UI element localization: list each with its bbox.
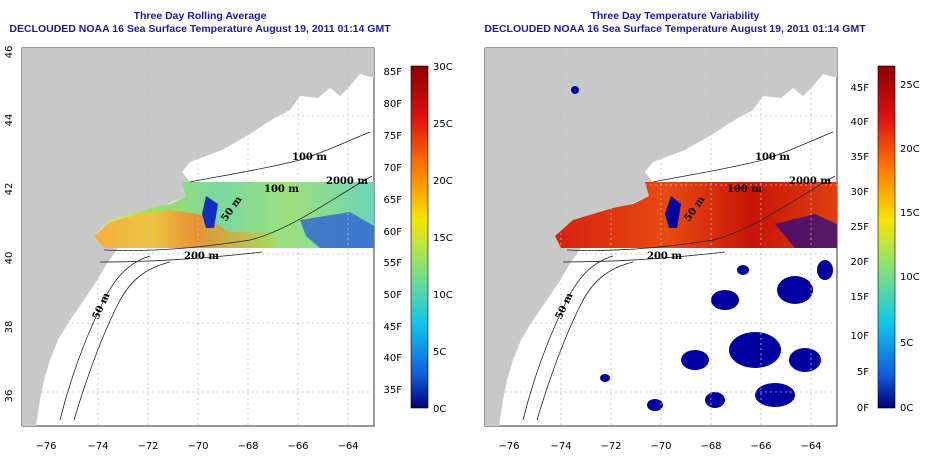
svg-text:36: 36 [4,390,15,403]
right-colorbar-f-ticks: 45F 40F 35F 30F 25F 20F 15F 10F 5F 0F [851,83,870,414]
right-lon-axis: −76 −74 −72 −70 −68 −66 −64 [498,441,821,452]
left-map-svg: 100 m 2000 m 100 m 50 m 200 m 50 m 46 44… [4,46,453,452]
left-lon-axis: −76 −74 −72 −70 −68 −66 −64 [35,441,358,452]
left-subtitle: DECLOUDED NOAA 16 Sea Surface Temperatur… [9,23,391,35]
left-title: Three Day Rolling Average [133,10,267,22]
svg-text:0F: 0F [857,403,869,414]
svg-text:−68: −68 [700,441,721,452]
svg-text:42: 42 [475,183,478,196]
svg-text:−72: −72 [137,441,158,452]
svg-text:70F: 70F [384,163,403,174]
svg-text:42: 42 [4,183,15,196]
left-land [22,48,374,426]
svg-text:50F: 50F [384,290,403,301]
right-contour-label: 100 m [727,184,762,195]
svg-text:44: 44 [475,114,478,127]
svg-text:46: 46 [4,46,15,59]
right-missing-patch [775,214,837,248]
svg-text:10F: 10F [851,331,870,342]
svg-text:60F: 60F [384,227,403,238]
left-panel: Three Day Rolling Average DECLOUDED NOAA… [4,10,453,452]
svg-text:25C: 25C [433,119,453,130]
svg-text:75F: 75F [384,131,403,142]
svg-text:40F: 40F [384,353,403,364]
left-colorbar-c-ticks: 30C 25C 20C 15C 10C 5C 0C [433,62,453,415]
right-colorbar [877,65,896,409]
right-variability-swath [555,182,837,248]
right-subtitle: DECLOUDED NOAA 16 Sea Surface Temperatur… [484,23,866,35]
svg-text:35F: 35F [851,152,870,163]
svg-text:−74: −74 [87,441,108,452]
svg-text:36: 36 [475,390,478,403]
svg-text:38: 38 [475,321,478,334]
svg-text:−64: −64 [800,441,821,452]
svg-text:38: 38 [4,321,15,334]
left-colorbar-f-ticks: 85F 80F 75F 70F 65F 60F 55F 50F 45F 40F … [384,67,403,396]
svg-text:15C: 15C [900,208,920,219]
svg-text:25F: 25F [851,222,870,233]
right-missing-patch [665,196,681,228]
svg-text:5C: 5C [900,338,913,349]
left-contour-label: 100 m [292,152,327,163]
svg-text:10C: 10C [900,272,920,283]
svg-text:−64: −64 [337,441,358,452]
svg-text:40F: 40F [851,117,870,128]
left-sst-cold2 [300,212,374,248]
svg-text:15F: 15F [851,292,870,303]
left-sst-warm [94,210,280,248]
svg-text:55F: 55F [384,258,403,269]
svg-text:−76: −76 [35,441,56,452]
svg-text:20C: 20C [900,144,920,155]
right-map-svg: 100 m 2000 m 100 m 50 m 200 m 50 m 46 44… [475,46,920,452]
svg-text:0C: 0C [900,403,913,414]
svg-text:−70: −70 [187,441,208,452]
svg-text:30C: 30C [433,62,453,73]
svg-text:−66: −66 [287,441,308,452]
right-land [485,48,837,426]
svg-text:85F: 85F [384,67,403,78]
left-colorbar [410,65,429,409]
right-contour-label: 2000 m [789,176,831,187]
right-contour-label: 200 m [647,251,682,262]
svg-text:0C: 0C [433,404,446,415]
svg-text:−68: −68 [237,441,258,452]
svg-text:30F: 30F [851,187,870,198]
svg-text:40: 40 [475,252,478,265]
svg-text:5F: 5F [857,367,869,378]
svg-text:−74: −74 [550,441,571,452]
right-missing-blobs [571,86,833,411]
svg-text:15C: 15C [433,233,453,244]
svg-text:5C: 5C [433,347,446,358]
svg-text:25C: 25C [900,80,920,91]
svg-text:40: 40 [4,252,15,265]
svg-text:20C: 20C [433,176,453,187]
svg-text:35F: 35F [384,385,403,396]
svg-text:46: 46 [475,46,478,59]
right-colorbar-c-ticks: 25C 20C 15C 10C 5C 0C [900,80,920,414]
left-lat-axis: 46 44 42 40 38 36 [4,46,15,403]
svg-text:45F: 45F [851,83,870,94]
svg-text:65F: 65F [384,195,403,206]
left-contour-label: 100 m [264,184,299,195]
right-title: Three Day Temperature Variability [590,10,760,22]
right-panel: Three Day Temperature Variability DECLOU… [475,0,950,475]
right-contour-label: 100 m [755,152,790,163]
svg-text:45F: 45F [384,322,403,333]
right-lat-axis: 46 44 42 40 38 36 [475,46,478,403]
svg-text:44: 44 [4,114,15,127]
left-contour-label: 2000 m [326,176,368,187]
left-sst-cold [202,196,218,228]
left-contour-label: 200 m [184,251,219,262]
svg-text:−66: −66 [750,441,771,452]
svg-text:80F: 80F [384,99,403,110]
svg-text:−70: −70 [650,441,671,452]
svg-text:−72: −72 [600,441,621,452]
svg-text:20F: 20F [851,257,870,268]
svg-text:10C: 10C [433,290,453,301]
svg-text:−76: −76 [498,441,519,452]
